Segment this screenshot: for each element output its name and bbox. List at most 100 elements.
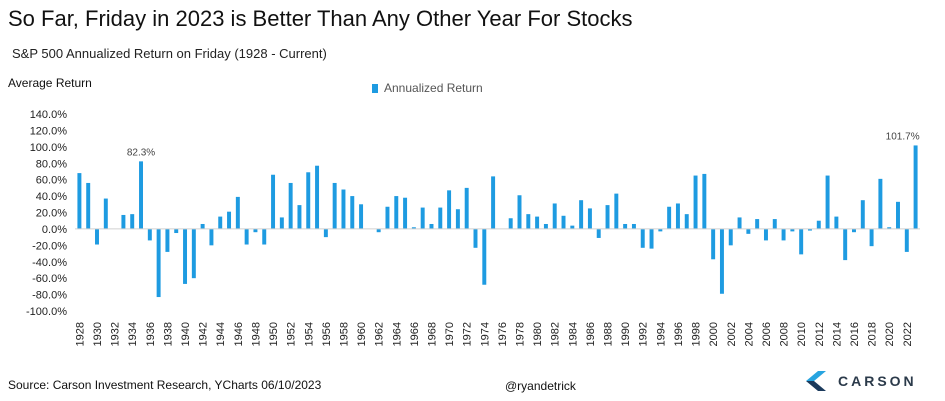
y-tick-label: 60.0% (36, 175, 67, 187)
bar-1987 (596, 228, 601, 238)
x-tick-label: 1954 (303, 322, 315, 346)
bar-2020 (887, 227, 892, 229)
y-tick-label: -40.0% (32, 257, 67, 269)
x-tick-label: 1972 (462, 322, 474, 346)
bar-2015 (843, 228, 848, 261)
x-tick-label: 1976 (497, 322, 509, 346)
bar-1969 (438, 207, 443, 229)
bar-1999 (702, 173, 707, 229)
data-label-2023: 101.7% (886, 131, 920, 142)
bar-1981 (543, 223, 548, 229)
x-tick-label: 1970 (444, 322, 456, 346)
bar-2019 (878, 178, 883, 229)
x-tick-label: 2018 (867, 322, 879, 346)
bar-1977 (508, 218, 513, 229)
bar-2022 (904, 228, 909, 252)
y-tick-label: 0.0% (42, 224, 67, 236)
bar-1978 (517, 195, 522, 229)
bar-1938 (165, 228, 170, 252)
x-tick-label: 1986 (585, 322, 597, 346)
bar-2009 (790, 228, 795, 232)
bar-1965 (403, 197, 408, 229)
bar-1952 (288, 182, 293, 229)
chart-title: So Far, Friday in 2023 is Better Than An… (8, 6, 633, 31)
bar-1986 (587, 208, 592, 229)
bar-1970 (447, 190, 452, 229)
x-tick-label: 1968 (426, 322, 438, 346)
bar-1967 (420, 207, 425, 229)
x-tick-label: 1944 (215, 322, 227, 346)
carson-logo: CARSON (806, 368, 917, 394)
bar-2010 (799, 228, 804, 255)
bar-1946 (235, 196, 240, 229)
x-tick-label: 2006 (761, 322, 773, 346)
x-tick-label: 1952 (286, 322, 298, 346)
bar-1935 (139, 161, 143, 229)
bar-1988 (605, 205, 610, 229)
x-tick-label: 1994 (655, 322, 667, 346)
y-tick-label: 80.0% (36, 158, 67, 170)
legend-swatch (372, 83, 378, 93)
bar-2005 (755, 219, 760, 229)
x-tick-label: 1950 (268, 322, 280, 346)
x-tick-label: 2016 (849, 322, 861, 346)
x-tick-label: 1932 (110, 322, 122, 346)
x-tick-label: 1982 (550, 322, 562, 346)
bar-1992 (640, 228, 645, 248)
y-tick-label: 120.0% (30, 125, 68, 137)
x-tick-label: 1990 (620, 322, 632, 346)
legend: Annualized Return (372, 81, 483, 95)
x-tick-label: 1946 (233, 322, 245, 346)
bar-2011 (807, 228, 812, 231)
y-tick-label: -20.0% (32, 240, 67, 252)
x-tick-label: 1956 (321, 322, 333, 346)
bar-1956 (323, 228, 328, 238)
bar-2008 (781, 228, 786, 241)
x-tick-label: 2020 (884, 322, 896, 346)
bar-1950 (271, 174, 276, 229)
bar-1963 (385, 206, 390, 229)
bar-1936 (147, 228, 152, 241)
x-tick-label: 1930 (92, 322, 104, 346)
bar-2016 (852, 228, 856, 233)
bar-1995 (667, 206, 672, 229)
bar-1929 (86, 182, 91, 229)
x-tick-label: 1940 (180, 322, 192, 346)
bar-1934 (130, 214, 135, 229)
x-tick-label: 2022 (902, 322, 914, 346)
x-tick-label: 1928 (74, 322, 86, 346)
y-tick-label: 20.0% (36, 208, 67, 220)
bar-1941 (191, 228, 196, 279)
bar-2018 (869, 228, 874, 247)
bar-1993 (649, 228, 654, 249)
bar-1937 (156, 228, 161, 298)
bar-2021 (896, 201, 900, 229)
bar-1989 (614, 193, 619, 229)
x-tick-label: 1984 (567, 322, 579, 346)
x-tick-label: 1992 (638, 322, 650, 346)
x-tick-label: 1988 (603, 322, 615, 346)
bar-1942 (200, 223, 205, 229)
y-tick-label: 100.0% (30, 142, 68, 154)
y-tick-label: -80.0% (32, 290, 67, 302)
bar-1997 (684, 214, 689, 229)
bar-2000 (711, 228, 716, 260)
bar-1960 (359, 204, 364, 229)
x-tick-label: 1978 (515, 322, 527, 346)
x-tick-label: 2004 (743, 322, 755, 346)
bar-1979 (526, 214, 531, 229)
y-tick-label: 40.0% (36, 191, 67, 203)
x-tick-label: 2010 (796, 322, 808, 346)
x-tick-label: 1998 (691, 322, 703, 346)
x-tick-label: 1960 (356, 322, 368, 346)
y-axis-title: Average Return (8, 76, 92, 90)
x-tick-label: 1936 (145, 322, 157, 346)
bar-1940 (183, 228, 188, 284)
bar-1994 (658, 228, 663, 232)
bar-2023 (913, 145, 918, 229)
bar-1980 (535, 216, 540, 229)
bar-1931 (103, 198, 108, 229)
bar-1973 (473, 228, 478, 248)
x-tick-label: 1938 (162, 322, 174, 346)
